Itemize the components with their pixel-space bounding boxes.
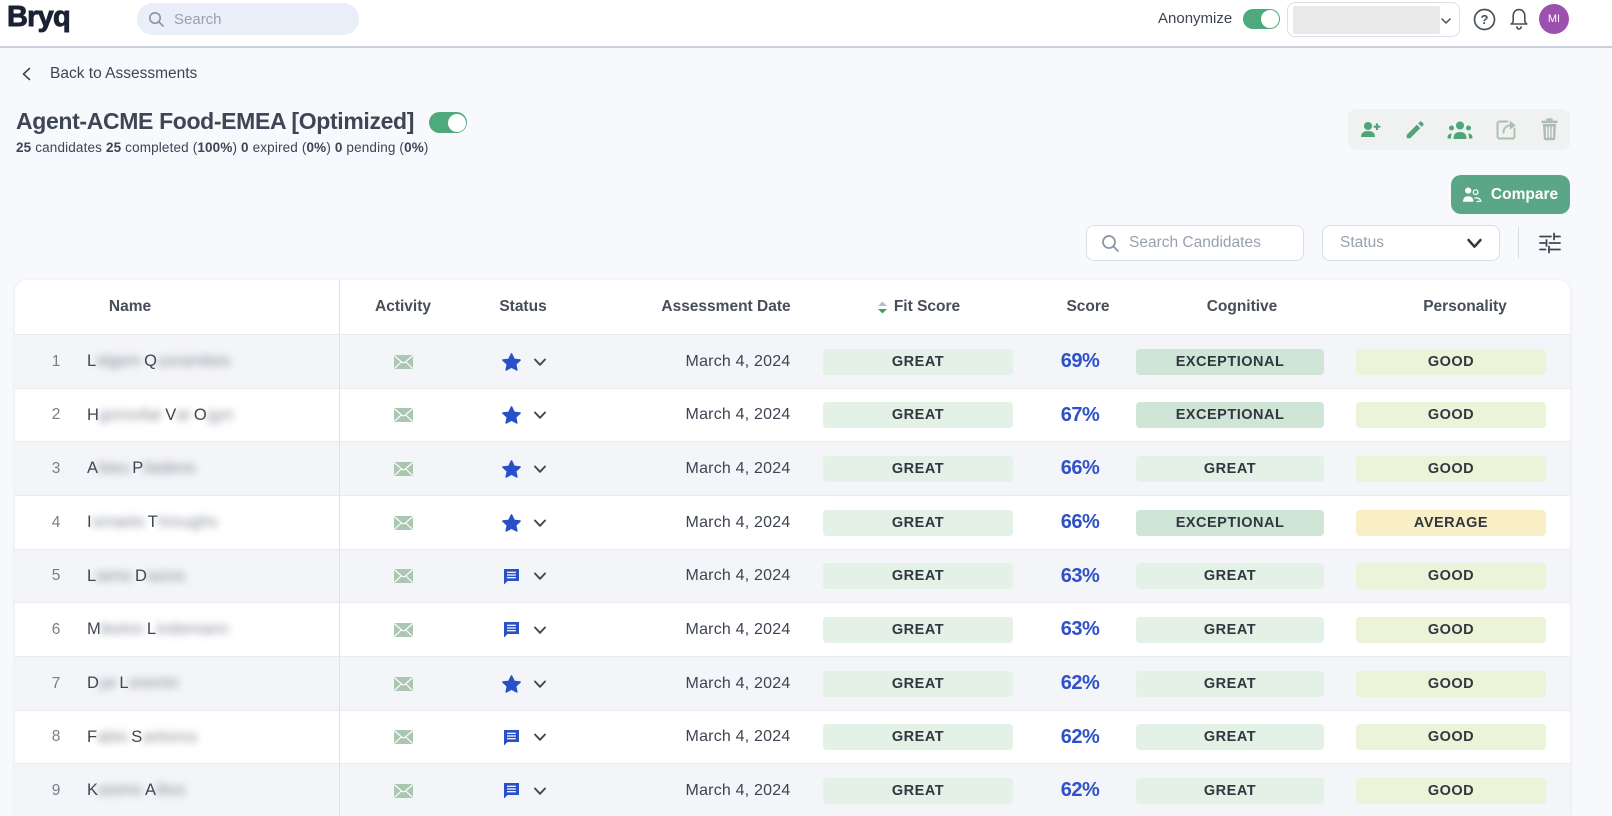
svg-text:?: ?: [1481, 12, 1489, 27]
